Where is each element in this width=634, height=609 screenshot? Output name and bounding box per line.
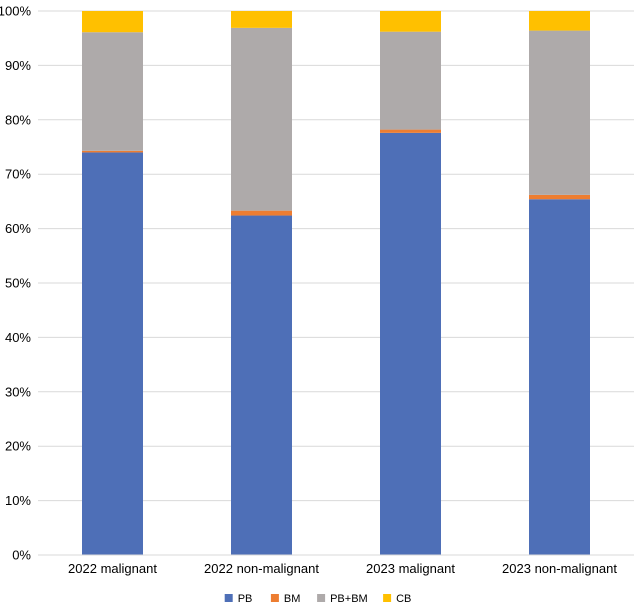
bar-segment-cb bbox=[231, 11, 292, 28]
bar-segment-pb-bm bbox=[82, 32, 143, 151]
x-axis-category-labels: 2022 malignant 2022 non-malignant 2023 mal… bbox=[68, 561, 617, 576]
legend-label: PB bbox=[238, 593, 253, 605]
legend-swatch bbox=[270, 594, 279, 602]
bar-segment-pb-bm bbox=[380, 31, 441, 130]
bar-segment-cb bbox=[380, 11, 441, 32]
bar-segment-bm bbox=[82, 150, 143, 153]
bar-segment-cb bbox=[529, 11, 590, 31]
x-category-label: 2022 non-malignant bbox=[204, 561, 319, 576]
legend-swatch bbox=[224, 594, 233, 602]
legend-swatch bbox=[383, 594, 392, 602]
bar-segment-cb bbox=[82, 11, 143, 33]
y-tick-label: 50% bbox=[5, 276, 31, 291]
bar-segment-bm bbox=[231, 210, 292, 216]
x-category-label: 2022 malignant bbox=[68, 561, 157, 576]
legend-label: CB bbox=[396, 593, 411, 605]
bar-segment-pb bbox=[529, 199, 590, 555]
bar-segment-pb bbox=[82, 152, 143, 555]
y-tick-label: 20% bbox=[5, 439, 31, 454]
bar-segment-bm bbox=[529, 194, 590, 200]
y-axis-tick-labels: 0% 10% 20% 30% 40% 50% 60% 70% 80% 90% 100% bbox=[0, 4, 31, 563]
y-tick-label: 40% bbox=[5, 330, 31, 345]
bars bbox=[82, 11, 590, 555]
y-tick-label: 30% bbox=[5, 384, 31, 399]
bar-segment-pb-bm bbox=[231, 27, 292, 211]
y-tick-label: 10% bbox=[5, 493, 31, 508]
legend-swatch bbox=[317, 594, 326, 602]
x-category-label: 2023 non-malignant bbox=[502, 561, 617, 576]
y-tick-label: 60% bbox=[5, 221, 31, 236]
bar-segment-pb bbox=[380, 132, 441, 555]
bar-segment-pb bbox=[231, 215, 292, 555]
legend: PB BM PB+BM CB bbox=[224, 593, 411, 605]
y-tick-label: 80% bbox=[5, 112, 31, 127]
y-tick-label: 90% bbox=[5, 58, 31, 73]
legend-label: BM bbox=[284, 593, 301, 605]
y-tick-label: 0% bbox=[12, 548, 31, 563]
x-category-label: 2023 malignant bbox=[366, 561, 455, 576]
bar-segment-pb-bm bbox=[529, 30, 590, 195]
bar-segment-bm bbox=[380, 129, 441, 133]
y-tick-label: 100% bbox=[0, 4, 31, 19]
legend-label: PB+BM bbox=[330, 593, 368, 605]
y-tick-label: 70% bbox=[5, 167, 31, 182]
